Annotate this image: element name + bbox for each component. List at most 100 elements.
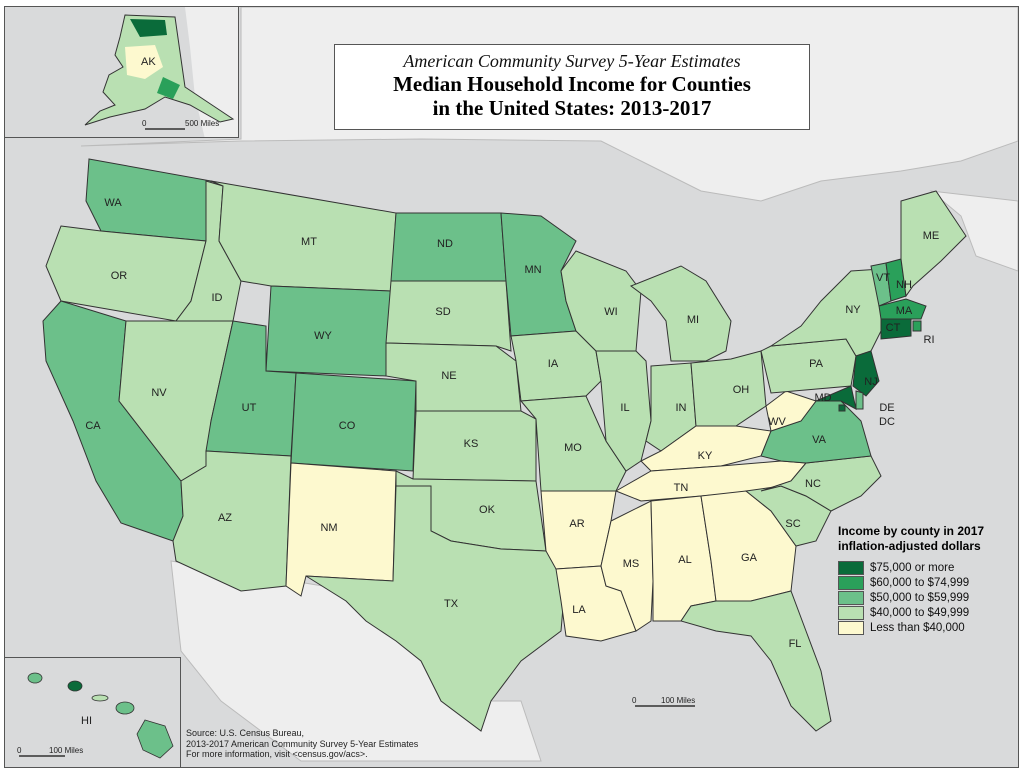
oahu-island (67, 680, 83, 692)
state-label-ky: KY (698, 450, 713, 462)
alaska-shape (84, 14, 235, 126)
state-label-wy: WY (314, 330, 332, 342)
hawaii-map: HI 0 100 Miles (5, 658, 180, 767)
lake-michigan (646, 301, 666, 369)
state-label-ma: MA (896, 305, 913, 317)
legend-label: $40,000 to $49,999 (870, 606, 970, 619)
legend-swatch (838, 575, 864, 590)
legend-swatch (838, 605, 864, 620)
big-island (136, 719, 174, 759)
state-label-or: OR (111, 270, 128, 282)
state-label-mt: MT (301, 236, 317, 248)
state-label-ok: OK (479, 504, 496, 516)
state-label-in: IN (676, 402, 687, 414)
main-scale-bar: 0 100 Miles (632, 696, 695, 707)
state-label-wi: WI (604, 306, 617, 318)
source-line-2: 2013-2017 American Community Survey 5-Ye… (186, 738, 419, 749)
state-label-me: ME (923, 230, 940, 242)
state-tx (305, 485, 567, 732)
states-layer (42, 158, 967, 732)
state-label-nm: NM (320, 522, 337, 534)
map-title-box: American Community Survey 5-Year Estimat… (334, 44, 810, 130)
state-sd (385, 280, 512, 352)
state-label-nj: NJ (864, 376, 877, 388)
state-label-sd: SD (435, 306, 450, 318)
state-label-ms: MS (623, 558, 640, 570)
state-label-ia: IA (548, 358, 559, 370)
state-label-nh: NH (896, 279, 912, 291)
state-label-mo: MO (564, 442, 582, 454)
state-label-nc: NC (805, 478, 821, 490)
state-label-oh: OH (733, 384, 750, 396)
state-me (900, 190, 967, 298)
state-label-md: MD (814, 392, 831, 404)
legend-item: Less than $40,000 (838, 620, 1018, 635)
legend-title-line-2: inflation-adjusted dollars (838, 539, 981, 553)
legend-label: $50,000 to $59,999 (870, 591, 970, 604)
alaska-inset: AK 0 500 Miles (4, 6, 239, 138)
source-line-3: For more information, visit <census.gov/… (186, 749, 368, 759)
legend-label: Less than $40,000 (870, 621, 965, 634)
state-label-de: DE (879, 402, 894, 414)
legend-label: $75,000 or more (870, 561, 955, 574)
state-nc (760, 455, 882, 512)
legend: Income by county in 2017 inflation-adjus… (838, 524, 1018, 635)
state-label-ny: NY (845, 304, 861, 316)
state-de (855, 390, 864, 410)
source-line-1: Source: U.S. Census Bureau, (186, 728, 305, 738)
alaska-map: AK 0 500 Miles (5, 7, 238, 137)
state-label-va: VA (812, 434, 827, 446)
state-nm (285, 462, 397, 597)
legend-item: $40,000 to $49,999 (838, 605, 1018, 620)
state-label-mi: MI (687, 314, 699, 326)
map-title-line-2: in the United States: 2013-2017 (432, 96, 712, 120)
molokai-island (91, 694, 109, 702)
state-label-pa: PA (809, 358, 824, 370)
state-label-tx: TX (444, 598, 459, 610)
state-label-co: CO (339, 420, 356, 432)
state-label-id: ID (212, 292, 223, 304)
state-label-wv: WV (768, 416, 786, 428)
map-subtitle: American Community Survey 5-Year Estimat… (403, 51, 741, 71)
hawaii-label: HI (81, 715, 92, 727)
state-dc (838, 404, 846, 412)
state-label-fl: FL (789, 638, 802, 650)
state-mo (519, 395, 627, 492)
state-md (815, 385, 857, 410)
state-label-ca: CA (85, 420, 101, 432)
legend-rows: $75,000 or more $60,000 to $74,999 $50,000… (838, 560, 1018, 635)
state-ri (912, 320, 922, 332)
state-label-ks: KS (464, 438, 479, 450)
hawaii-scale-value: 100 Miles (49, 746, 83, 755)
state-ms (600, 500, 654, 632)
legend-item: $75,000 or more (838, 560, 1018, 575)
state-label-al: AL (678, 554, 691, 566)
canada-east (929, 190, 1018, 272)
state-ct (880, 318, 912, 340)
state-label-ne: NE (441, 370, 456, 382)
hawaii-scale-zero: 0 (17, 746, 22, 755)
state-label-ga: GA (741, 552, 758, 564)
state-ma (878, 298, 927, 320)
state-label-ri: RI (924, 334, 935, 346)
state-oh (690, 350, 767, 427)
alaska-label: AK (141, 56, 156, 68)
kauai-island (27, 672, 43, 684)
maui-island (115, 701, 135, 715)
state-label-ct: CT (886, 322, 901, 334)
source-note: Source: U.S. Census Bureau, 2013-2017 Am… (186, 728, 418, 760)
state-label-ar: AR (569, 518, 584, 530)
state-label-nv: NV (151, 387, 167, 399)
legend-title: Income by county in 2017 inflation-adjus… (838, 524, 1018, 554)
legend-item: $50,000 to $59,999 (838, 590, 1018, 605)
state-label-la: LA (572, 604, 586, 616)
legend-swatch (838, 560, 864, 575)
state-label-mn: MN (524, 264, 541, 276)
state-label-nd: ND (437, 238, 453, 250)
state-nj (852, 350, 880, 397)
state-label-wa: WA (104, 197, 122, 209)
map-title-line-1: Median Household Income for Counties (393, 72, 751, 96)
state-label-il: IL (620, 402, 629, 414)
state-label-az: AZ (218, 512, 232, 524)
state-label-ut: UT (242, 402, 257, 414)
